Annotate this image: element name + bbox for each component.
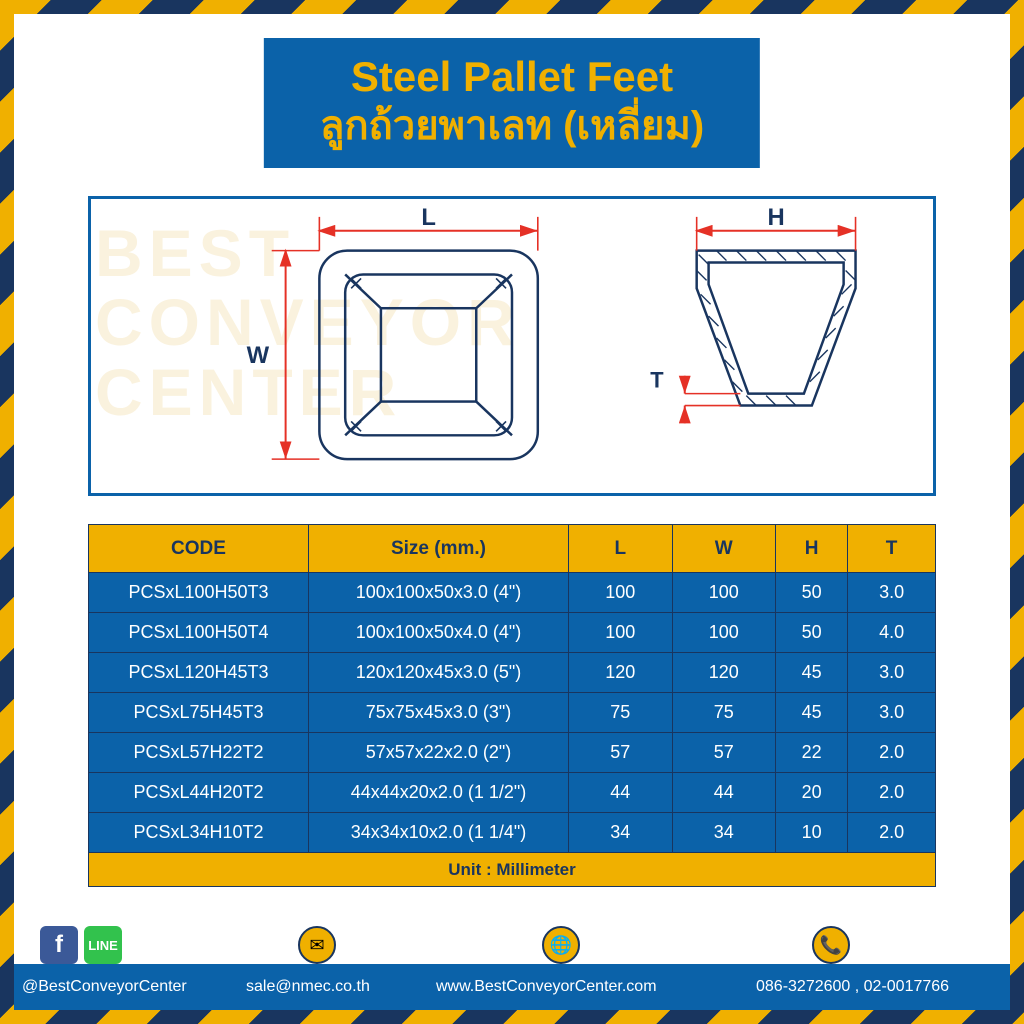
table-cell: 22 bbox=[776, 733, 848, 773]
dim-H: H bbox=[768, 204, 785, 231]
table-cell: PCSxL120H45T3 bbox=[89, 653, 309, 693]
table-cell: 57x57x22x2.0 (2") bbox=[309, 733, 569, 773]
table-cell: 100 bbox=[569, 573, 673, 613]
table-head: CODE Size (mm.) L W H T bbox=[89, 525, 936, 573]
table-cell: 34 bbox=[672, 813, 776, 853]
table-cell: 3.0 bbox=[848, 653, 936, 693]
content-area: Steel Pallet Feet ลูกถ้วยพาเลท (เหลี่ยม)… bbox=[14, 14, 1010, 1010]
table-row: PCSxL100H50T4100x100x50x4.0 (4")10010050… bbox=[89, 613, 936, 653]
table-cell: 100x100x50x3.0 (4") bbox=[309, 573, 569, 613]
footer-email: sale@nmec.co.th bbox=[238, 978, 428, 996]
dim-L: L bbox=[421, 204, 436, 231]
table-cell: 2.0 bbox=[848, 813, 936, 853]
footer-phone: 086-3272600 , 02-0017766 bbox=[748, 978, 1010, 996]
hazard-border: Steel Pallet Feet ลูกถ้วยพาเลท (เหลี่ยม)… bbox=[0, 0, 1024, 1024]
table-cell: 75x75x45x3.0 (3") bbox=[309, 693, 569, 733]
dim-W: W bbox=[247, 342, 270, 369]
phone-icon[interactable]: 📞 bbox=[812, 926, 850, 964]
footer-handle: @BestConveyorCenter bbox=[14, 978, 238, 996]
line-icon[interactable]: LINE bbox=[84, 926, 122, 964]
footer-website: www.BestConveyorCenter.com bbox=[428, 978, 748, 996]
plan-view bbox=[319, 251, 537, 460]
table-cell: 3.0 bbox=[848, 573, 936, 613]
th-H: H bbox=[776, 525, 848, 573]
table-cell: 4.0 bbox=[848, 613, 936, 653]
diagram-box: BEST CONVEYOR CENTER bbox=[88, 196, 936, 496]
table-cell: 100 bbox=[672, 613, 776, 653]
table-cell: PCSxL100H50T4 bbox=[89, 613, 309, 653]
table-cell: 50 bbox=[776, 613, 848, 653]
table-cell: PCSxL75H45T3 bbox=[89, 693, 309, 733]
spec-table-wrap: CODE Size (mm.) L W H T PCSxL100H50T3100… bbox=[88, 524, 936, 887]
th-W: W bbox=[672, 525, 776, 573]
table-cell: 44 bbox=[569, 773, 673, 813]
table-cell: 10 bbox=[776, 813, 848, 853]
dim-T: T bbox=[650, 368, 664, 393]
footer-bar: @BestConveyorCenter sale@nmec.co.th www.… bbox=[14, 964, 1010, 1010]
th-code: CODE bbox=[89, 525, 309, 573]
table-row: PCSxL34H10T234x34x10x2.0 (1 1/4")3434102… bbox=[89, 813, 936, 853]
table-cell: 120 bbox=[569, 653, 673, 693]
th-size: Size (mm.) bbox=[309, 525, 569, 573]
table-cell: 120x120x45x3.0 (5") bbox=[309, 653, 569, 693]
table-cell: 75 bbox=[672, 693, 776, 733]
unit-label: Unit : Millimeter bbox=[89, 853, 936, 887]
facebook-icon[interactable]: f bbox=[40, 926, 78, 964]
table-cell: PCSxL34H10T2 bbox=[89, 813, 309, 853]
table-cell: 100 bbox=[672, 573, 776, 613]
table-cell: 50 bbox=[776, 573, 848, 613]
footer-icon-row: f LINE ✉ 🌐 📞 bbox=[14, 920, 1010, 964]
table-cell: 2.0 bbox=[848, 773, 936, 813]
spec-table: CODE Size (mm.) L W H T PCSxL100H50T3100… bbox=[88, 524, 936, 887]
diagram-svg: L W bbox=[91, 199, 933, 497]
table-row: PCSxL44H20T244x44x20x2.0 (1 1/2")4444202… bbox=[89, 773, 936, 813]
th-L: L bbox=[569, 525, 673, 573]
table-cell: 45 bbox=[776, 693, 848, 733]
table-cell: 45 bbox=[776, 653, 848, 693]
table-cell: 57 bbox=[672, 733, 776, 773]
table-cell: 57 bbox=[569, 733, 673, 773]
table-body: PCSxL100H50T3100x100x50x3.0 (4")10010050… bbox=[89, 573, 936, 853]
table-row: PCSxL57H22T257x57x22x2.0 (2")5757222.0 bbox=[89, 733, 936, 773]
title-box: Steel Pallet Feet ลูกถ้วยพาเลท (เหลี่ยม) bbox=[264, 38, 760, 168]
table-cell: 20 bbox=[776, 773, 848, 813]
table-cell: 100 bbox=[569, 613, 673, 653]
table-row: PCSxL75H45T375x75x45x3.0 (3")7575453.0 bbox=[89, 693, 936, 733]
section-view bbox=[697, 251, 856, 406]
table-cell: 34 bbox=[569, 813, 673, 853]
title-en: Steel Pallet Feet bbox=[320, 52, 704, 102]
table-row: PCSxL120H45T3120x120x45x3.0 (5")12012045… bbox=[89, 653, 936, 693]
table-cell: 2.0 bbox=[848, 733, 936, 773]
table-row: PCSxL100H50T3100x100x50x3.0 (4")10010050… bbox=[89, 573, 936, 613]
title-th: ลูกถ้วยพาเลท (เหลี่ยม) bbox=[320, 102, 704, 150]
globe-icon[interactable]: 🌐 bbox=[542, 926, 580, 964]
table-cell: PCSxL44H20T2 bbox=[89, 773, 309, 813]
th-T: T bbox=[848, 525, 936, 573]
table-cell: 44x44x20x2.0 (1 1/2") bbox=[309, 773, 569, 813]
page: Steel Pallet Feet ลูกถ้วยพาเลท (เหลี่ยม)… bbox=[0, 0, 1024, 1024]
table-cell: 44 bbox=[672, 773, 776, 813]
table-cell: 120 bbox=[672, 653, 776, 693]
table-cell: PCSxL100H50T3 bbox=[89, 573, 309, 613]
table-cell: PCSxL57H22T2 bbox=[89, 733, 309, 773]
table-cell: 100x100x50x4.0 (4") bbox=[309, 613, 569, 653]
table-cell: 3.0 bbox=[848, 693, 936, 733]
table-cell: 75 bbox=[569, 693, 673, 733]
email-icon[interactable]: ✉ bbox=[298, 926, 336, 964]
table-cell: 34x34x10x2.0 (1 1/4") bbox=[309, 813, 569, 853]
